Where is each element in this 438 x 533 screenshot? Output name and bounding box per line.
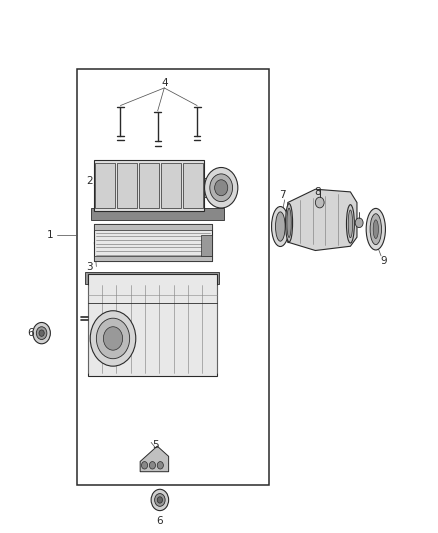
Bar [183, 163, 203, 208]
Circle shape [90, 311, 136, 366]
Bar [204, 178, 217, 197]
Ellipse shape [286, 204, 293, 242]
Text: 8: 8 [314, 187, 321, 197]
Circle shape [315, 197, 324, 208]
Circle shape [33, 322, 50, 344]
Circle shape [157, 462, 163, 469]
Circle shape [355, 218, 363, 228]
Bar [139, 163, 159, 208]
Text: 6: 6 [27, 328, 34, 338]
Bar [85, 272, 219, 284]
Circle shape [103, 327, 123, 350]
Text: 2: 2 [86, 176, 93, 186]
Bar [77, 69, 269, 485]
Ellipse shape [373, 220, 378, 239]
Circle shape [141, 462, 148, 469]
Circle shape [96, 318, 130, 359]
Text: 7: 7 [279, 190, 286, 199]
Circle shape [155, 494, 165, 506]
Ellipse shape [287, 208, 291, 238]
Bar [161, 163, 181, 208]
Polygon shape [140, 446, 169, 472]
Bar [94, 224, 212, 261]
Circle shape [39, 330, 44, 336]
Ellipse shape [348, 210, 353, 238]
Circle shape [205, 167, 238, 208]
Polygon shape [288, 189, 357, 251]
Circle shape [36, 327, 47, 340]
Circle shape [157, 497, 162, 503]
Circle shape [210, 174, 233, 201]
Bar [91, 208, 224, 220]
Text: 3: 3 [86, 262, 93, 271]
Circle shape [149, 462, 155, 469]
Ellipse shape [272, 207, 289, 247]
Bar [94, 224, 212, 230]
Ellipse shape [370, 214, 381, 245]
Ellipse shape [276, 212, 285, 241]
Text: 1: 1 [47, 230, 54, 239]
Text: 5: 5 [152, 440, 159, 450]
Bar [94, 256, 212, 261]
Circle shape [215, 180, 228, 196]
Ellipse shape [366, 208, 385, 250]
Bar [117, 163, 137, 208]
Text: 6: 6 [156, 516, 163, 526]
Bar [95, 163, 115, 208]
Text: 9: 9 [380, 256, 387, 266]
Ellipse shape [346, 205, 354, 243]
Bar [201, 236, 212, 256]
Bar [88, 274, 217, 376]
Bar [94, 160, 204, 211]
Text: 4: 4 [161, 78, 168, 87]
Circle shape [151, 489, 169, 511]
